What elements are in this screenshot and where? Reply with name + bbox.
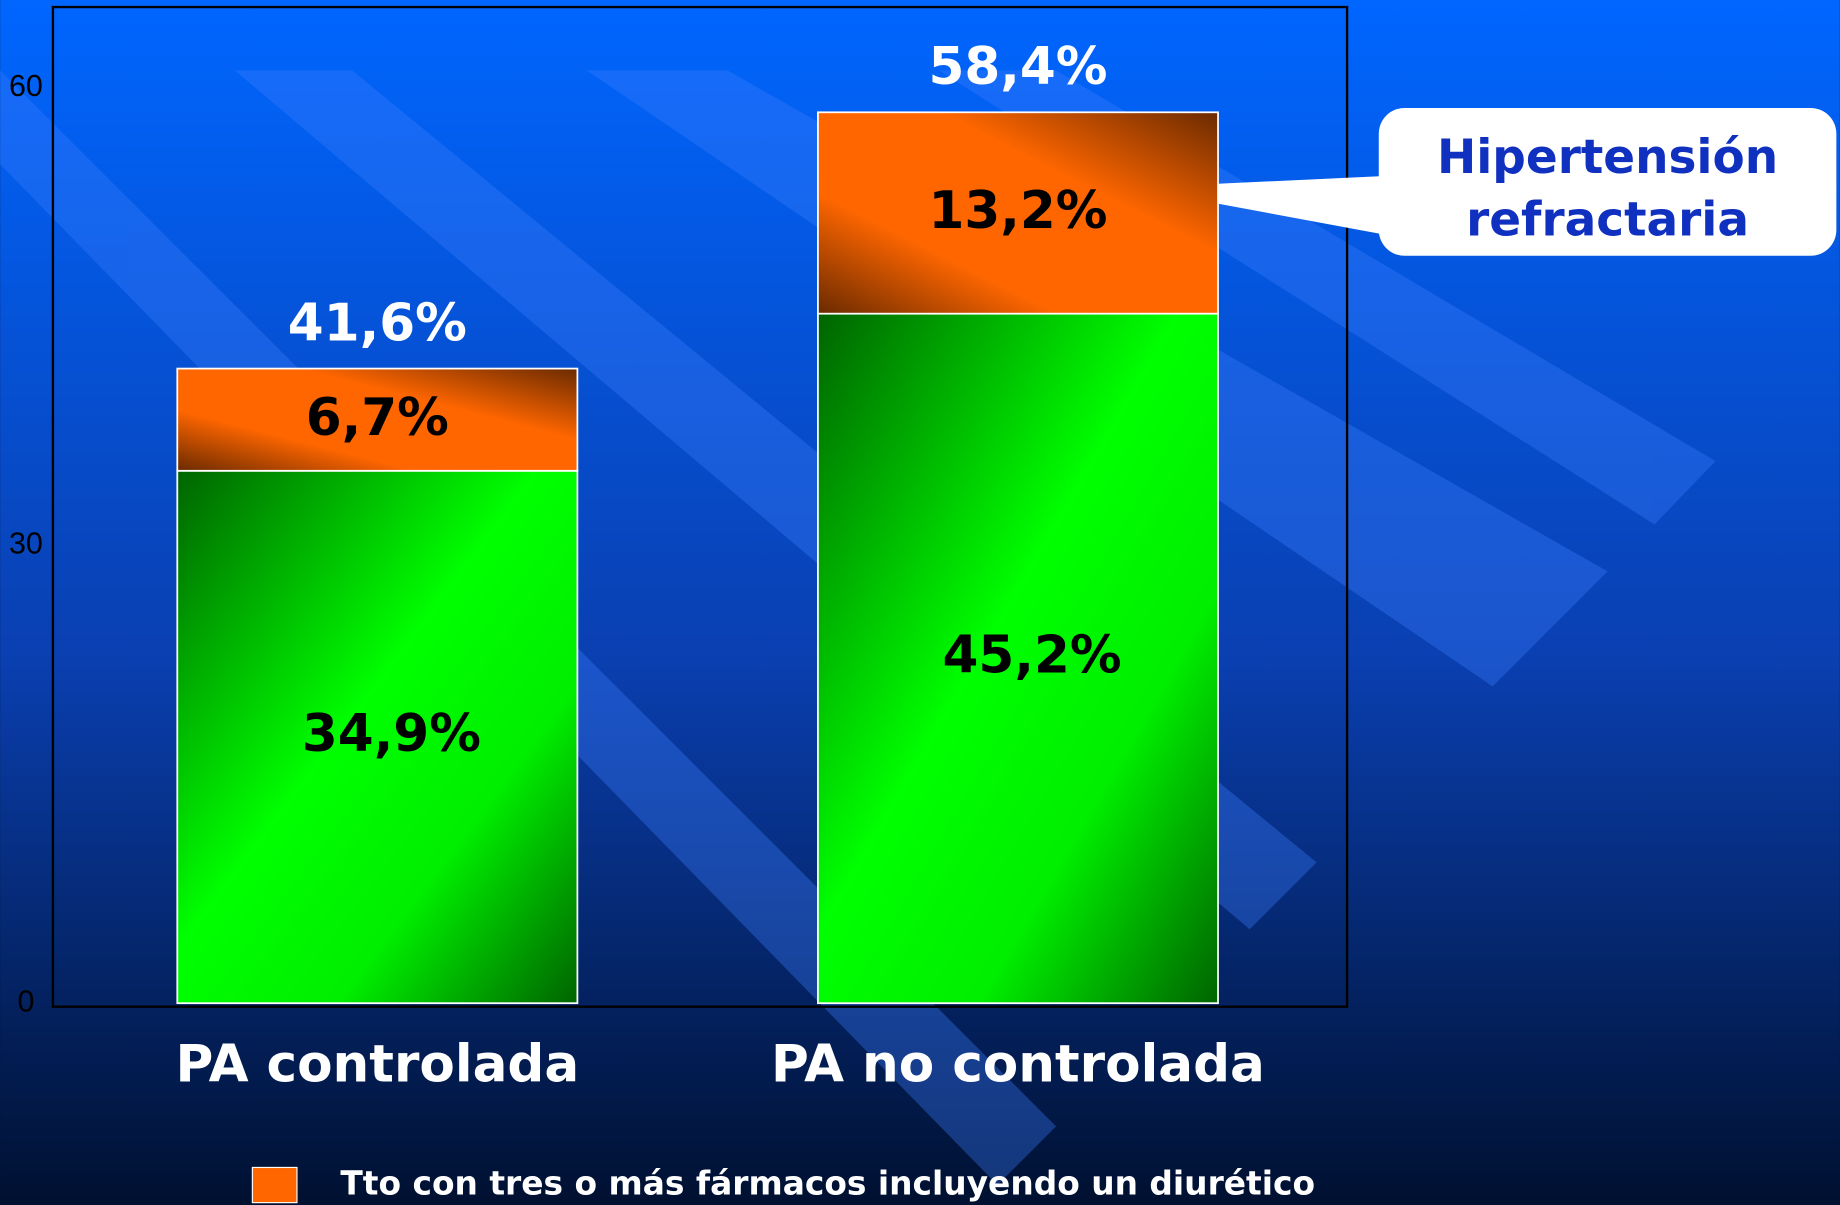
annotation: Hipertensión bbox=[1437, 130, 1778, 185]
y-tick-label: 30 bbox=[9, 527, 43, 561]
plot-frame bbox=[51, 5, 1349, 1008]
x-tick-label: PA controlada bbox=[176, 1035, 580, 1095]
value-label: 45,2% bbox=[943, 625, 1122, 685]
total-label: 58,4% bbox=[928, 37, 1107, 97]
y-tick-label: 60 bbox=[9, 69, 43, 103]
total-label: 41,6% bbox=[288, 293, 467, 353]
callout-box bbox=[1378, 107, 1837, 256]
x-tick-label: PA no controlada bbox=[771, 1035, 1265, 1095]
value-label: 6,7% bbox=[306, 388, 449, 448]
bar-segment bbox=[817, 111, 1219, 315]
bar-segment bbox=[176, 469, 579, 1005]
y-tick-label: 0 bbox=[17, 984, 34, 1018]
legend-label: Tto con tres o más fármacos incluyendo u… bbox=[340, 1165, 1315, 1203]
bar-segment bbox=[176, 367, 579, 472]
annotation: refractaria bbox=[1466, 192, 1749, 247]
bar-segment bbox=[817, 312, 1219, 1005]
value-label: 13,2% bbox=[928, 181, 1107, 241]
value-label: 34,9% bbox=[302, 704, 481, 764]
legend-swatch bbox=[251, 1166, 298, 1204]
